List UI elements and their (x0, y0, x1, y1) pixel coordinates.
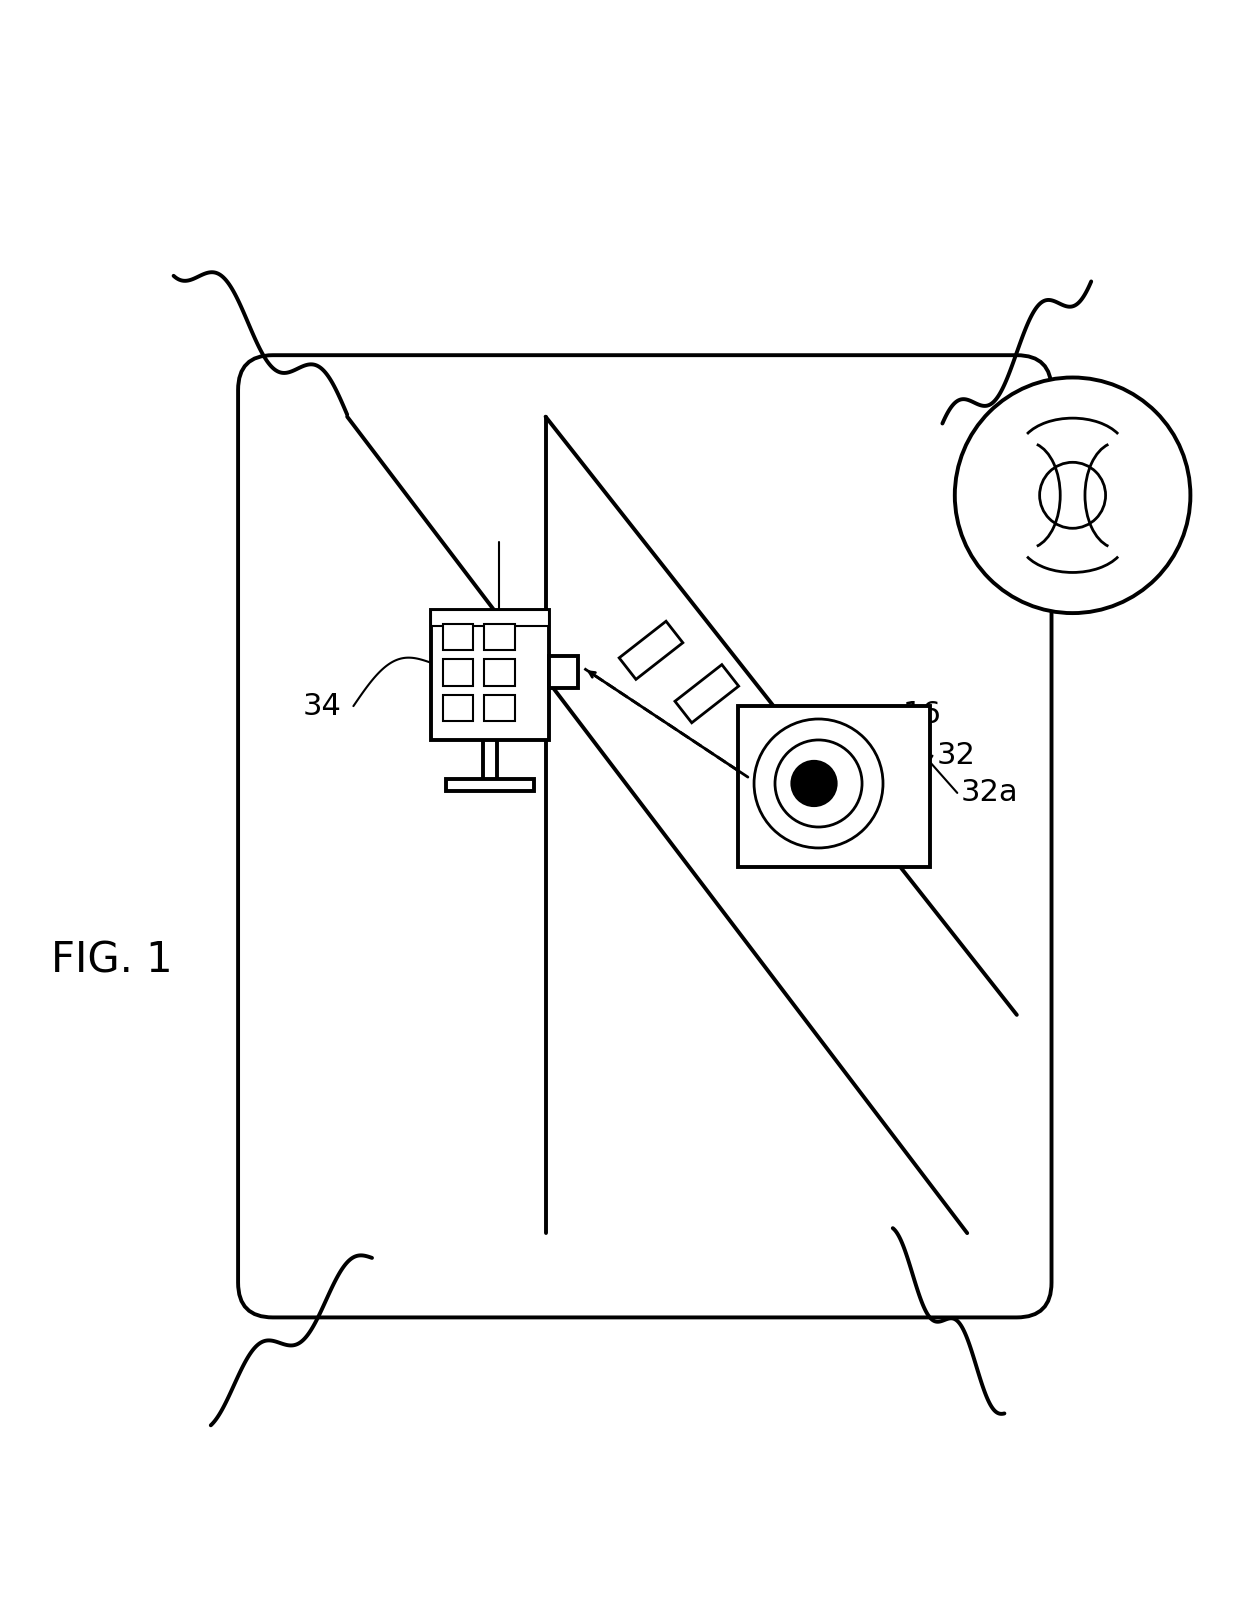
Bar (484, 659, 515, 685)
Bar (443, 659, 474, 685)
Polygon shape (675, 665, 739, 722)
Text: 34: 34 (303, 691, 342, 721)
Bar (484, 625, 515, 651)
Text: 16: 16 (903, 700, 941, 729)
Circle shape (754, 719, 883, 847)
Bar (738, 706, 930, 867)
FancyBboxPatch shape (238, 355, 1052, 1318)
Circle shape (955, 378, 1190, 613)
Bar (549, 656, 578, 688)
Circle shape (1039, 463, 1106, 527)
Bar (443, 625, 474, 651)
Text: 32a: 32a (961, 779, 1018, 807)
Bar (432, 610, 549, 625)
Polygon shape (619, 622, 683, 680)
Circle shape (791, 761, 837, 807)
Text: 32: 32 (936, 742, 975, 771)
Bar (484, 695, 515, 721)
Circle shape (775, 740, 862, 828)
Text: FIG. 1: FIG. 1 (51, 940, 172, 982)
Bar (443, 695, 474, 721)
Bar (432, 610, 549, 740)
Bar (445, 779, 534, 790)
